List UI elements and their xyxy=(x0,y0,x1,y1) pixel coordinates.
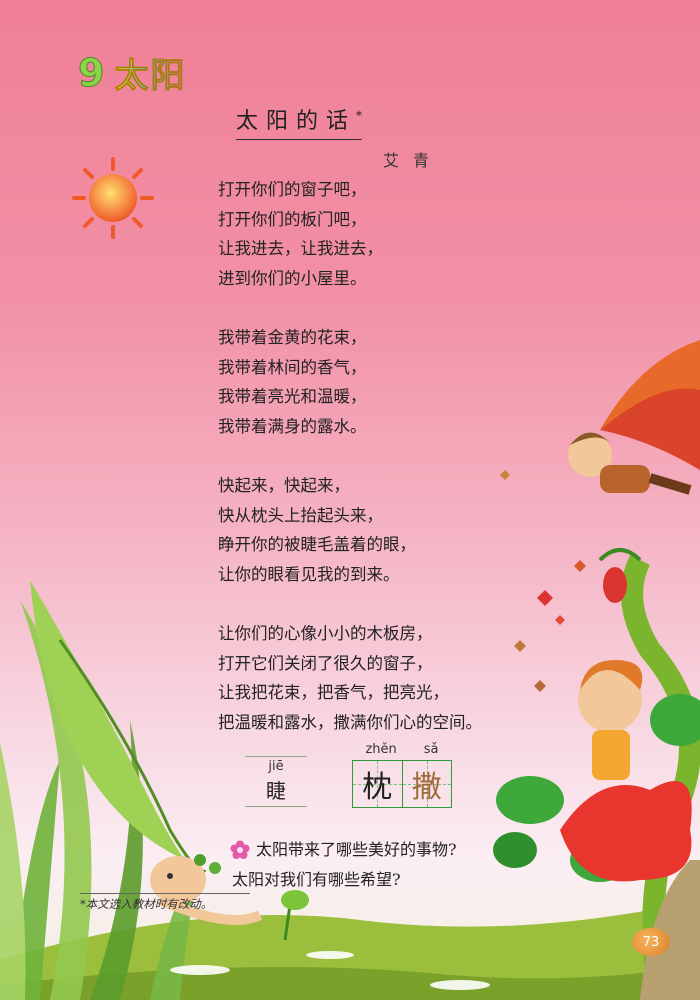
snow-patches xyxy=(170,951,490,990)
vocab-pinyin: sǎ xyxy=(423,742,439,757)
poem-author: 艾青 xyxy=(383,151,444,170)
poem-title-text: 太阳的话 xyxy=(236,109,357,134)
flower-bullet-icon xyxy=(230,840,250,859)
poem-line: 让你的眼看见我的到来。 xyxy=(218,564,400,584)
vocab-char: 枕 xyxy=(362,770,393,805)
stanza: 我带着金黄的花束， 我带着林间的香气， 我带着亮光和温暖， 我带着满身的露水。 xyxy=(218,323,482,441)
vocab-pinyin: zhěn xyxy=(365,742,397,757)
stanza: 快起来，快起来， 快从枕头上抬起头来， 睁开你的被睫毛盖着的眼， 让你的眼看见我… xyxy=(218,471,482,589)
vocab-write: zhěn sǎ 枕 撒 xyxy=(352,742,452,808)
poem-title-marker: * xyxy=(356,108,363,123)
poem-line: 让你们的心像小小的木板房， xyxy=(218,624,433,643)
poem-line: 我带着金黄的花束， xyxy=(218,328,367,347)
poem-line: 打开你们的板门吧， xyxy=(218,209,367,229)
poem-title: 太阳的话* xyxy=(236,103,363,140)
poem-line: 进到你们的小屋里。 xyxy=(218,268,367,288)
vocab-recognize: jiē 睫 xyxy=(245,756,307,807)
tree-trunk xyxy=(640,860,700,1000)
writing-grid: 枕 撒 xyxy=(352,760,452,808)
falling-petals xyxy=(500,470,642,692)
page-number: 73 xyxy=(632,928,670,956)
poem-line: 让我把花束，把香气，把亮光， xyxy=(218,683,449,702)
stanza: 让你们的心像小小的木板房， 打开它们关闭了很久的窗子， 让我把花束，把香气，把亮… xyxy=(218,619,482,737)
vocab-char: 睫 xyxy=(266,779,286,803)
poem-line: 快从枕头上抬起头来， xyxy=(218,505,383,525)
poem-line: 打开你们的窗子吧， xyxy=(218,180,367,199)
poem-line: 打开它们关闭了很久的窗子， xyxy=(218,653,433,673)
writing-box: 撒 xyxy=(401,761,452,807)
discussion-questions: 太阳带来了哪些美好的事物? 太阳对我们有哪些希望? xyxy=(230,835,457,895)
poem-line: 让我进去，让我进去， xyxy=(218,239,383,258)
beanstalk xyxy=(621,555,700,1000)
poem-line: 把温暖和露水，撒满你们心的空间。 xyxy=(218,712,482,732)
poem-line: 睁开你的被睫毛盖着的眼， xyxy=(218,535,416,554)
flower-with-child xyxy=(560,660,692,882)
poem-body: 打开你们的窗子吧， 打开你们的板门吧， 让我进去，让我进去， 进到你们的小屋里。… xyxy=(218,175,482,737)
poem-line: 我带着林间的香气， xyxy=(218,357,367,377)
footnote: *本文选入教材时有改动。 xyxy=(80,893,250,912)
lesson-title: 太阳 xyxy=(114,48,186,97)
poem-line: 快起来，快起来， xyxy=(218,476,350,495)
vocab-pinyin: jiē xyxy=(268,759,284,774)
writing-box: 枕 xyxy=(353,761,402,807)
poem-line: 我带着亮光和温暖， xyxy=(218,387,367,406)
flying-boy xyxy=(568,340,700,495)
vocab-char: 撒 xyxy=(411,770,442,805)
lesson-header: 9 太阳 xyxy=(77,48,186,97)
stanza: 打开你们的窗子吧， 打开你们的板门吧， 让我进去，让我进去， 进到你们的小屋里。 xyxy=(218,175,482,293)
sprout xyxy=(281,890,309,941)
sun-icon xyxy=(72,157,154,239)
question-2: 太阳对我们有哪些希望? xyxy=(232,870,401,889)
lesson-number: 9 xyxy=(77,50,105,95)
poem-line: 我带着满身的露水。 xyxy=(218,416,367,436)
question-1: 太阳带来了哪些美好的事物? xyxy=(256,840,457,859)
grass-spirit xyxy=(30,580,263,925)
